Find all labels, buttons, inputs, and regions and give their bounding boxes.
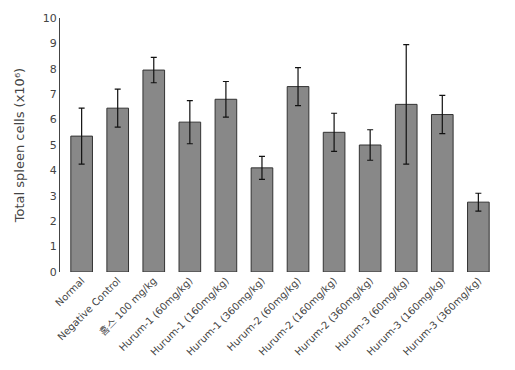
svg-text:0: 0 — [50, 266, 57, 279]
svg-text:8: 8 — [50, 63, 57, 76]
svg-text:1: 1 — [50, 240, 57, 253]
svg-text:Hurum-1 (360mg/kg): Hurum-1 (360mg/kg) — [184, 275, 267, 358]
svg-text:Hurum-3 (360mg/kg): Hurum-3 (360mg/kg) — [401, 275, 484, 358]
svg-text:Total spleen cells (x10⁶): Total spleen cells (x10⁶) — [12, 68, 27, 223]
svg-text:2: 2 — [50, 215, 57, 228]
svg-text:Negative Control: Negative Control — [55, 275, 122, 342]
svg-text:6: 6 — [50, 113, 57, 126]
svg-text:Normal: Normal — [53, 275, 86, 308]
svg-text:Hurum-3 (60mg/kg): Hurum-3 (60mg/kg) — [333, 275, 411, 353]
svg-text:Hurum-3 (160mg/kg): Hurum-3 (160mg/kg) — [365, 275, 448, 358]
svg-text:7: 7 — [50, 88, 57, 101]
svg-text:Hurum-2 (360mg/kg): Hurum-2 (360mg/kg) — [293, 275, 376, 358]
svg-text:10: 10 — [43, 12, 57, 25]
svg-text:홈스 100 mg/kg: 홈스 100 mg/kg — [96, 275, 158, 337]
svg-text:Hurum-1 (160mg/kg): Hurum-1 (160mg/kg) — [148, 275, 231, 358]
svg-text:4: 4 — [50, 164, 57, 177]
svg-text:3: 3 — [50, 190, 57, 203]
svg-text:5: 5 — [50, 139, 57, 152]
svg-text:9: 9 — [50, 37, 57, 50]
svg-text:Hurum-2 (60mg/kg): Hurum-2 (60mg/kg) — [225, 275, 303, 353]
svg-text:Hurum-1 (60mg/kg): Hurum-1 (60mg/kg) — [117, 275, 195, 353]
svg-text:Hurum-2 (160mg/kg): Hurum-2 (160mg/kg) — [257, 275, 340, 358]
